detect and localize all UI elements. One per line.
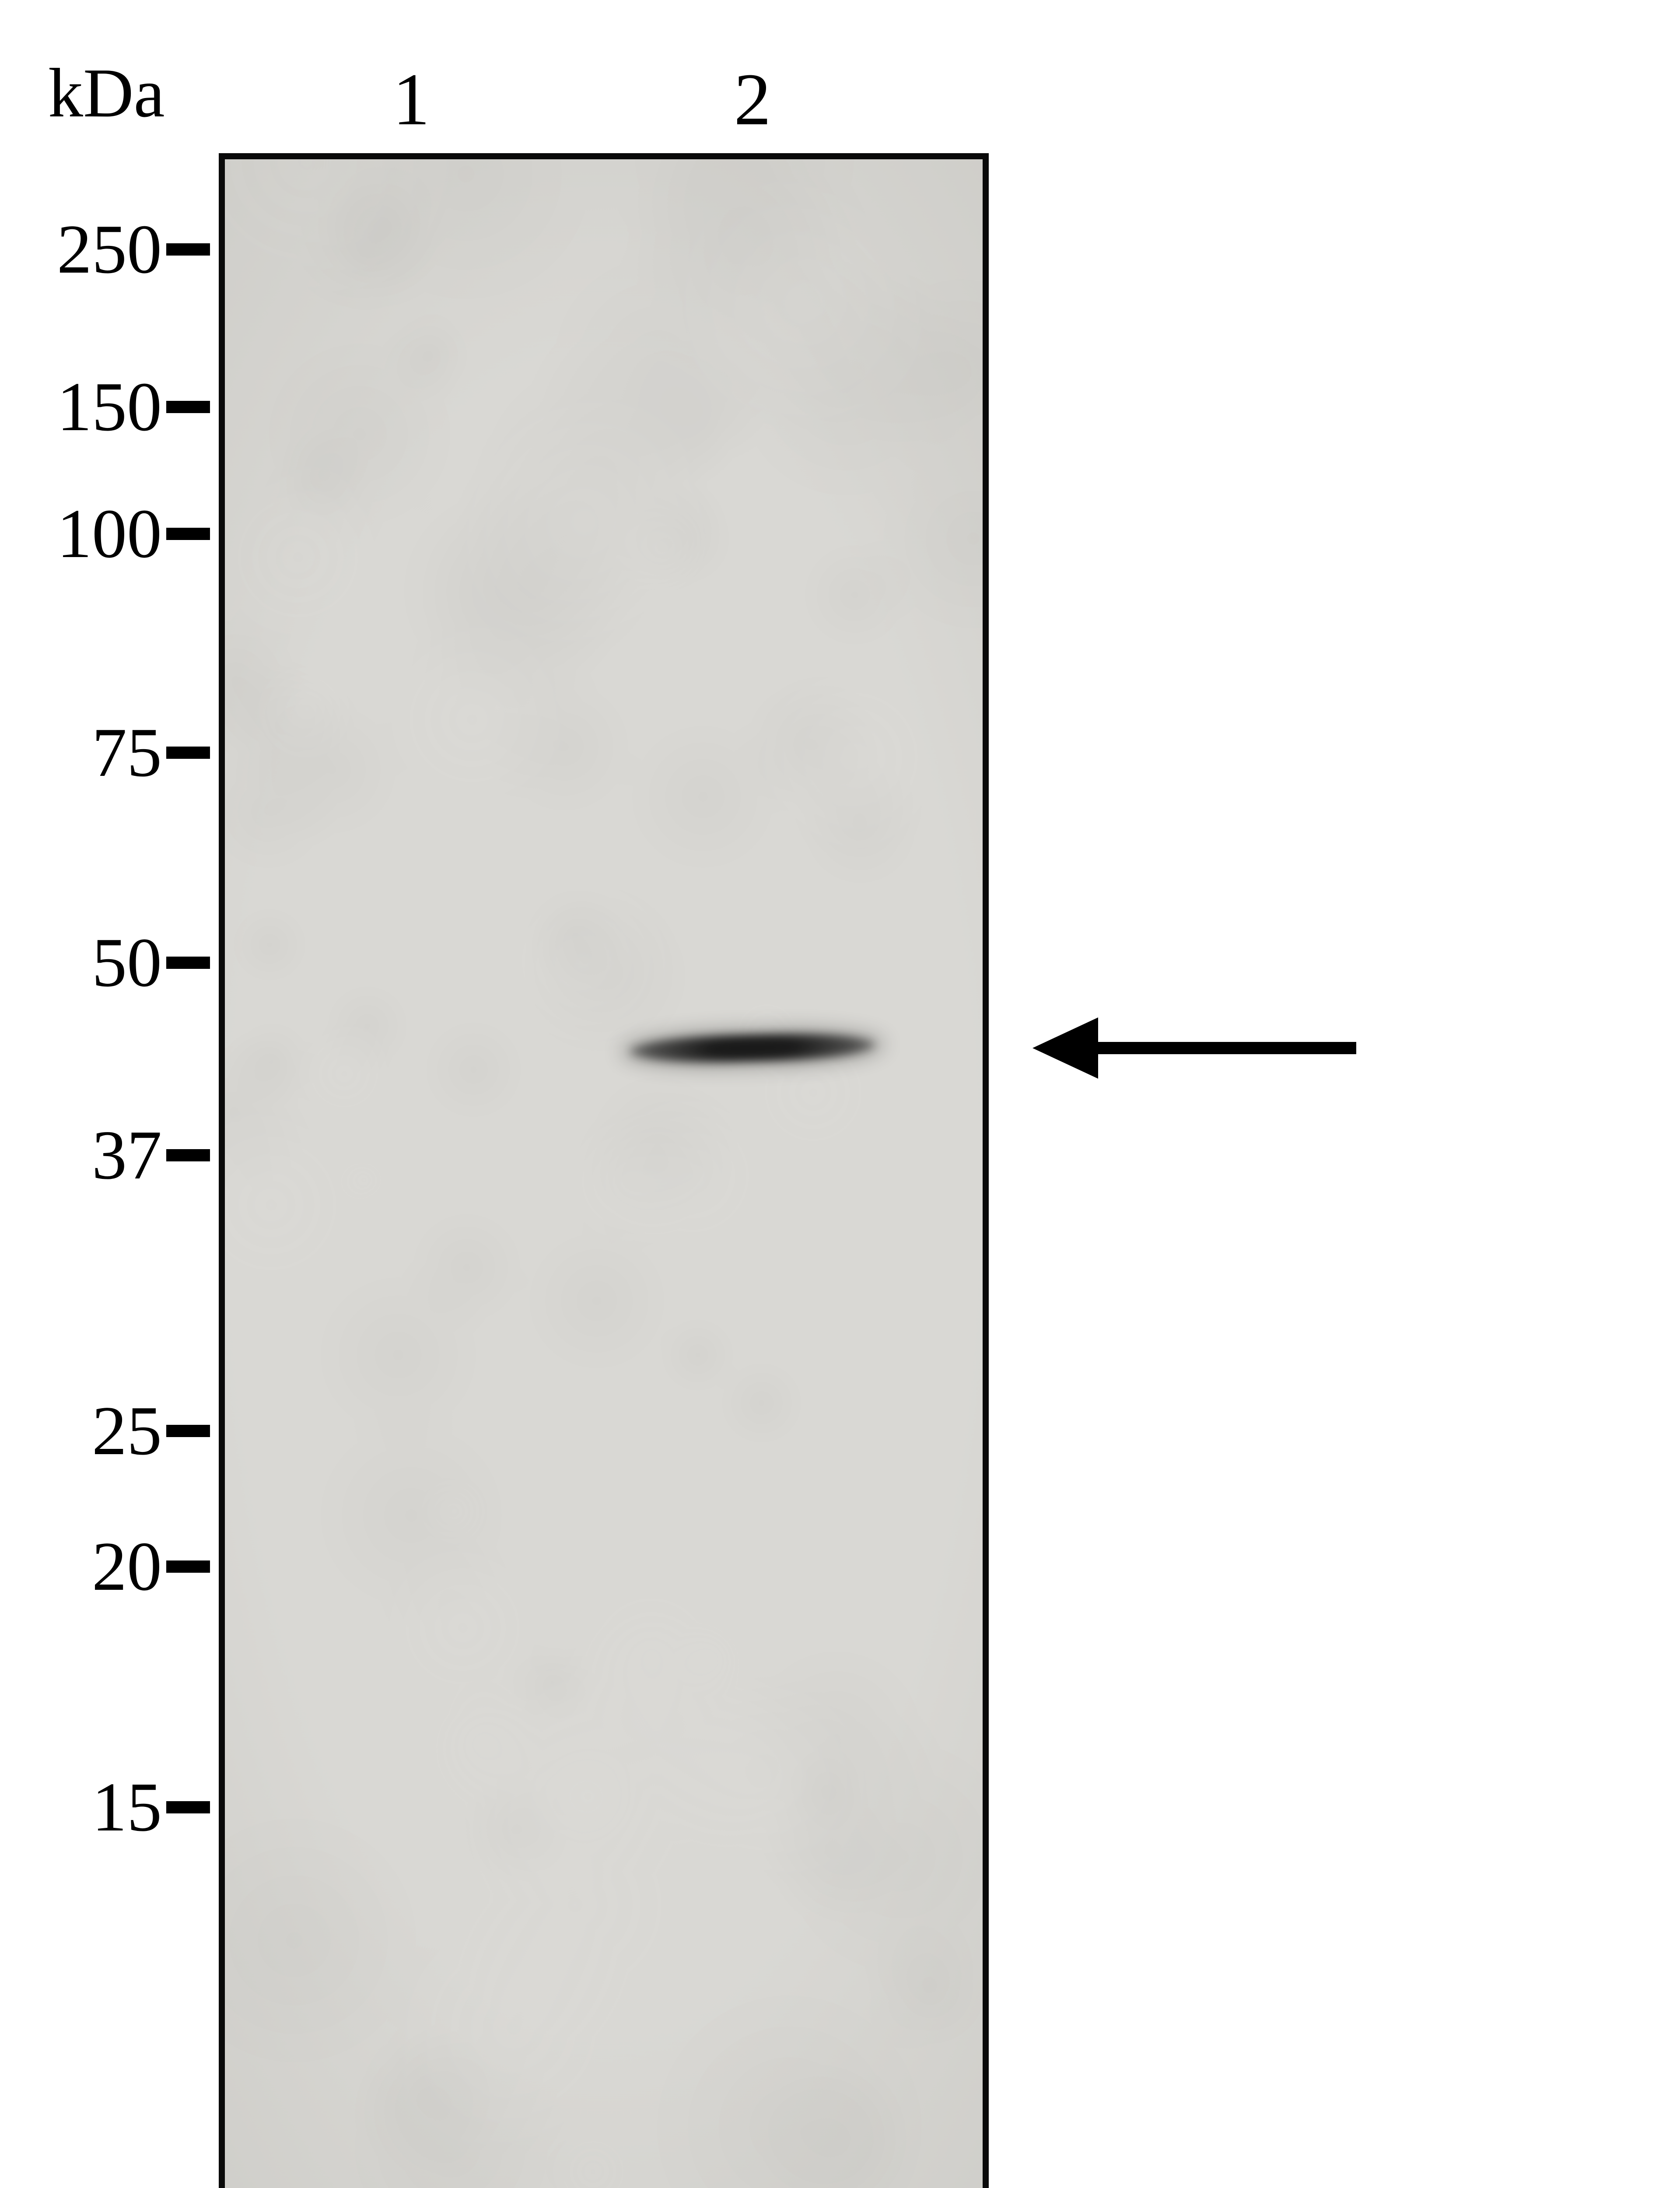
blot-membrane bbox=[219, 153, 989, 2188]
mw-label: 75 bbox=[92, 712, 162, 793]
figure-root: kDa 250 150 100 75 50 37 25 20 15 1 2 bbox=[0, 0, 1680, 2188]
lane-label: 1 bbox=[376, 57, 446, 142]
mw-tick bbox=[166, 243, 210, 256]
lane-label: 2 bbox=[718, 57, 788, 142]
mw-label: 250 bbox=[57, 209, 162, 290]
axis-title-kda: kDa bbox=[48, 53, 165, 133]
mw-label: 100 bbox=[57, 493, 162, 574]
mw-tick bbox=[166, 1801, 210, 1813]
mw-label: 20 bbox=[92, 1526, 162, 1607]
mw-tick bbox=[166, 747, 210, 759]
band-indicator-arrow-head-icon bbox=[1032, 1017, 1098, 1079]
mw-tick bbox=[166, 401, 210, 413]
mw-label: 37 bbox=[92, 1115, 162, 1196]
mw-tick bbox=[166, 1425, 210, 1437]
mw-label: 15 bbox=[92, 1767, 162, 1848]
blot-background bbox=[219, 153, 989, 2188]
mw-tick bbox=[166, 1149, 210, 1161]
mw-tick bbox=[166, 528, 210, 540]
band-indicator-arrow-shaft bbox=[1072, 1042, 1356, 1054]
mw-label: 150 bbox=[57, 366, 162, 447]
mw-label: 25 bbox=[92, 1390, 162, 1471]
mw-label: 50 bbox=[92, 922, 162, 1003]
mw-tick bbox=[166, 957, 210, 969]
mw-tick bbox=[166, 1560, 210, 1573]
